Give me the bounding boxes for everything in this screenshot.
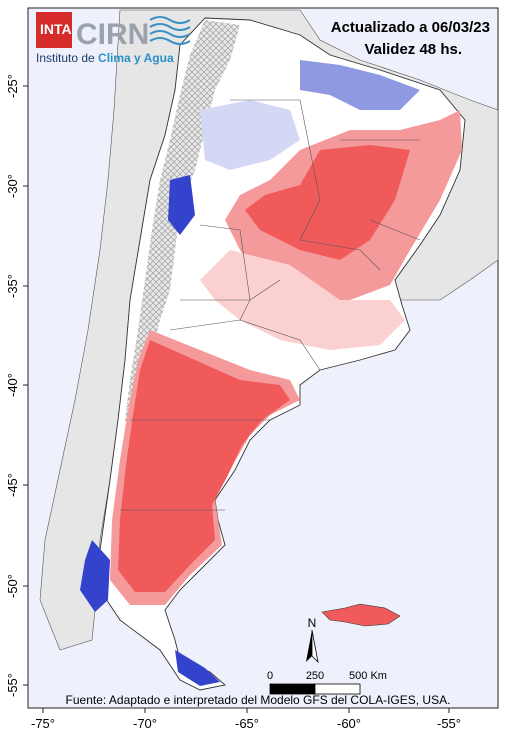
blue-zone-north (300, 60, 420, 110)
blue-zone-andes-north (168, 175, 195, 235)
logo-subtitle: Instituto de Clima y Agua (36, 51, 174, 65)
x-tick-label: -70° (133, 716, 157, 731)
logo-inta-text: INTA (40, 21, 72, 37)
updated-date: Actualizado a 06/03/23 (331, 19, 490, 36)
x-ticks (42, 708, 450, 713)
y-tick-label: -45° (5, 473, 20, 497)
blue-zone-south (80, 540, 110, 612)
north-arrow-icon: N (306, 616, 319, 664)
y-tick-label: -25° (5, 74, 20, 98)
scale-label: 250 (306, 670, 324, 682)
blue-zone-tierra-del-fuego (175, 650, 220, 686)
blue-zone-northwest (200, 100, 300, 170)
scale-label: 500 Km (349, 670, 387, 682)
y-tick-label: -30° (5, 174, 20, 198)
province-borders (120, 99, 421, 511)
x-tick-label: -65° (235, 716, 259, 731)
x-tick-label: -75° (31, 716, 55, 731)
validity-text: Validez 48 hs. (364, 41, 462, 58)
logo-subtitle-highlight: Clima y Agua (98, 51, 174, 65)
scale-label: 0 (267, 670, 273, 682)
no-data-hatch (125, 20, 240, 430)
logo-inta-box (36, 12, 72, 48)
x-tick-label: -60° (337, 716, 361, 731)
malvinas-islands (321, 603, 401, 627)
logo-subtitle-prefix: Instituto de (36, 51, 98, 65)
north-arrow-label: N (308, 616, 317, 630)
y-tick-label: -55° (5, 673, 20, 697)
logo-cirn-text: CIRN (76, 18, 149, 51)
logo: INTA CIRN Instituto de Clima y Agua (36, 12, 191, 65)
red-zone-patagonia (118, 340, 290, 592)
red-zone-northeast-core (245, 145, 410, 260)
y-tick-label: -40° (5, 373, 20, 397)
y-ticks (23, 85, 28, 686)
logo-wave-icon (149, 16, 191, 45)
x-tick-label: -55° (437, 716, 461, 731)
red-zone-center (200, 250, 405, 350)
y-tick-label: -50° (5, 574, 20, 598)
source-credit: Fuente: Adaptado e interpretado del Mode… (66, 693, 451, 707)
y-tick-label: -35° (5, 274, 20, 298)
scale-bar: 0 250 500 Km (267, 670, 387, 695)
